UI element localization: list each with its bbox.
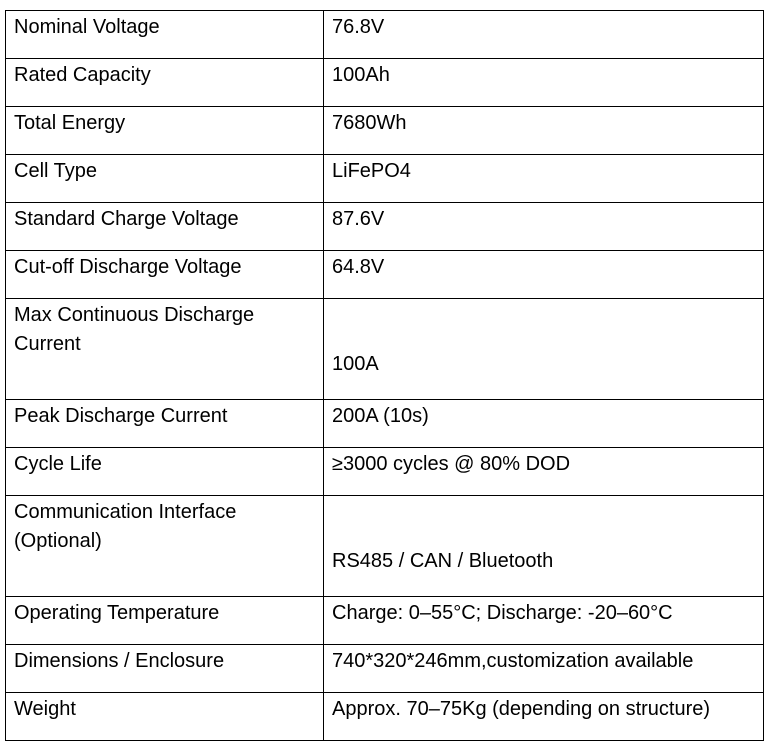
row-label: Cut-off Discharge Voltage xyxy=(5,250,324,299)
table-row: Operating Temperature Charge: 0–55°C; Di… xyxy=(5,596,764,645)
row-label: Nominal Voltage xyxy=(5,10,324,59)
row-value: LiFePO4 xyxy=(323,154,764,203)
table-row: Standard Charge Voltage 87.6V xyxy=(5,202,764,251)
row-value: Approx. 70–75Kg (depending on structure) xyxy=(323,692,764,741)
row-label: Communication Interface (Optional) xyxy=(5,495,324,597)
row-value: Charge: 0–55°C; Discharge: -20–60°C xyxy=(323,596,764,645)
row-value: 7680Wh xyxy=(323,106,764,155)
row-label: Dimensions / Enclosure xyxy=(5,644,324,693)
table-row: Cut-off Discharge Voltage 64.8V xyxy=(5,250,764,299)
table-row: Max Continuous Discharge Current 100A xyxy=(5,298,764,400)
row-label: Weight xyxy=(5,692,324,741)
row-value: 100A xyxy=(323,298,764,400)
row-label: Cell Type xyxy=(5,154,324,203)
row-label: Max Continuous Discharge Current xyxy=(5,298,324,400)
table-row: Nominal Voltage 76.8V xyxy=(5,10,764,59)
row-value: 100Ah xyxy=(323,58,764,107)
row-value: 740*320*246mm,customization available xyxy=(323,644,764,693)
row-value: 76.8V xyxy=(323,10,764,59)
row-label: Operating Temperature xyxy=(5,596,324,645)
row-label: Cycle Life xyxy=(5,447,324,496)
row-value: ≥3000 cycles @ 80% DOD xyxy=(323,447,764,496)
table-row: Cycle Life ≥3000 cycles @ 80% DOD xyxy=(5,447,764,496)
row-value: 200A (10s) xyxy=(323,399,764,448)
row-value: 87.6V xyxy=(323,202,764,251)
row-label: Total Energy xyxy=(5,106,324,155)
table-row: Cell Type LiFePO4 xyxy=(5,154,764,203)
table-row: Peak Discharge Current 200A (10s) xyxy=(5,399,764,448)
table-row: Total Energy 7680Wh xyxy=(5,106,764,155)
row-label: Rated Capacity xyxy=(5,58,324,107)
table-row: Rated Capacity 100Ah xyxy=(5,58,764,107)
row-value: 64.8V xyxy=(323,250,764,299)
row-label: Standard Charge Voltage xyxy=(5,202,324,251)
row-value: RS485 / CAN / Bluetooth xyxy=(323,495,764,597)
table-row: Dimensions / Enclosure 740*320*246mm,cus… xyxy=(5,644,764,693)
table-row: Communication Interface (Optional) RS485… xyxy=(5,495,764,597)
row-label: Peak Discharge Current xyxy=(5,399,324,448)
spec-table: Nominal Voltage 76.8V Rated Capacity 100… xyxy=(5,10,764,741)
table-row: Weight Approx. 70–75Kg (depending on str… xyxy=(5,692,764,741)
